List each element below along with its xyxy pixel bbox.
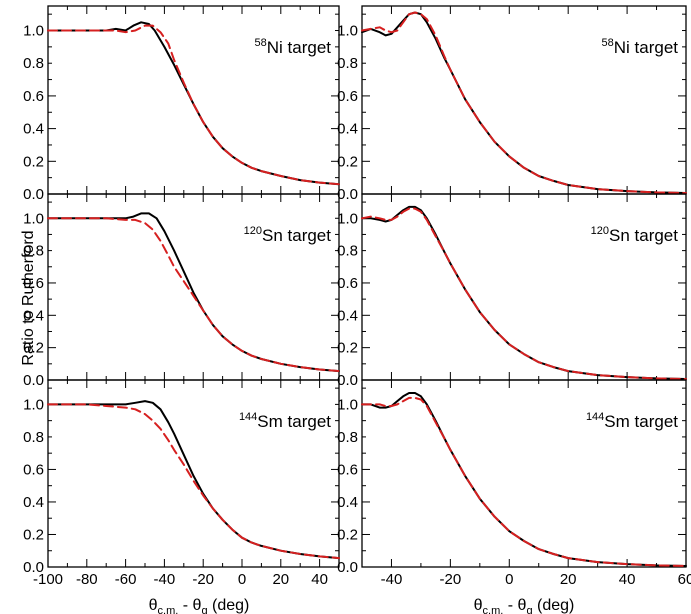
x-tick-label: -60 bbox=[115, 571, 137, 588]
y-tick-label: 0.4 bbox=[23, 494, 44, 511]
y-tick-label: 0.6 bbox=[23, 88, 44, 105]
dashed-curve bbox=[361, 207, 687, 380]
y-tick-label: 0.6 bbox=[23, 461, 44, 478]
y-tick-label: 0.8 bbox=[23, 55, 44, 72]
x-tick-label: -100 bbox=[33, 571, 63, 588]
dashed-curve bbox=[361, 396, 687, 567]
x-tick-label: 60 bbox=[678, 571, 691, 588]
x-tick-label: 40 bbox=[619, 571, 636, 588]
panel-4: 0.0 0.2 0.4 0.6 0.8 1.0 120Sn target bbox=[337, 193, 687, 389]
x-tick-label: 20 bbox=[272, 571, 289, 588]
y-tick-label: 1.0 bbox=[337, 396, 358, 413]
y-tick-label: 1.0 bbox=[337, 210, 358, 227]
panel-5: 0.0 0.2 0.4 0.6 0.8 1.0 -100 -80 -60 -40 -20 0 20 40 1… bbox=[23, 379, 340, 588]
panel-2: 0.0 0.2 0.4 0.6 0.8 1.0 58Ni target bbox=[337, 5, 687, 203]
y-tick-label: 0.4 bbox=[337, 494, 358, 511]
y-tick-label: 0.2 bbox=[337, 153, 358, 170]
panel-label-superscript: 144 bbox=[239, 411, 257, 423]
dashed-curve bbox=[47, 403, 340, 560]
panel-label: 120Sn target bbox=[244, 225, 332, 245]
panel-label-text: Sn target bbox=[262, 226, 331, 245]
y-tick-label: 0.8 bbox=[337, 429, 358, 446]
x-tick-label: 20 bbox=[560, 571, 577, 588]
y-tick-label: 0.2 bbox=[337, 340, 358, 357]
x-tick-label: 40 bbox=[311, 571, 328, 588]
panel-3: 0.0 0.2 0.4 0.6 0.8 1.0 120Sn target bbox=[23, 193, 340, 389]
panel-frame bbox=[47, 379, 340, 568]
y-tick-label: 0.6 bbox=[23, 275, 44, 292]
panel-6: 0.0 0.2 0.4 0.6 0.8 1.0 -40 -20 0 20 40 60 144Sm tar… bbox=[337, 379, 691, 588]
x-axis-label-right: θc.m. - θg (deg) bbox=[474, 597, 575, 614]
dashed-curve bbox=[47, 24, 340, 186]
y-tick-label: 0.0 bbox=[23, 372, 44, 389]
dashed-curve bbox=[47, 217, 340, 373]
y-tick-label: 0.8 bbox=[337, 55, 358, 72]
y-tick-label: 0.2 bbox=[23, 340, 44, 357]
panel-frame bbox=[361, 379, 687, 568]
panel-frame bbox=[47, 5, 340, 195]
y-tick-label: 0.0 bbox=[337, 559, 358, 576]
panel-label-text: Sn target bbox=[609, 226, 678, 245]
panel-label-text: Ni target bbox=[614, 38, 679, 57]
x-tick-label: 0 bbox=[238, 571, 246, 588]
panel-label: 58Ni target bbox=[602, 37, 679, 57]
y-tick-label: 0.0 bbox=[23, 559, 44, 576]
x-tick-label: -20 bbox=[192, 571, 214, 588]
y-tick-label: 1.0 bbox=[337, 23, 358, 40]
y-tick-label: 0.6 bbox=[337, 461, 358, 478]
panel-frame bbox=[361, 5, 687, 195]
y-tick-label: 0.6 bbox=[337, 88, 358, 105]
x-tick-label: -20 bbox=[440, 571, 462, 588]
panel-label-text: Sm target bbox=[604, 412, 678, 431]
panel-label: 58Ni target bbox=[255, 37, 332, 57]
y-tick-label: 0.8 bbox=[23, 429, 44, 446]
panel-frame bbox=[47, 193, 340, 381]
x-axis-label-left: θc.m. - θg (deg) bbox=[149, 597, 250, 614]
panel-label: 144Sm target bbox=[586, 411, 678, 431]
y-tick-label: 0.6 bbox=[337, 275, 358, 292]
y-tick-label: 0.4 bbox=[337, 307, 358, 324]
y-tick-label: 1.0 bbox=[23, 396, 44, 413]
panel-1: 0.0 0.2 0.4 0.6 0.8 1.0 58Ni target bbox=[23, 5, 340, 203]
dashed-curve bbox=[361, 11, 687, 194]
y-tick-label: 0.2 bbox=[23, 153, 44, 170]
y-tick-label: 1.0 bbox=[23, 210, 44, 227]
panel-label-superscript: 120 bbox=[244, 225, 262, 237]
y-tick-label: 0.8 bbox=[23, 243, 44, 260]
y-tick-label: 0.2 bbox=[23, 526, 44, 543]
y-tick-label: 0.4 bbox=[23, 121, 44, 138]
y-tick-label: 0.4 bbox=[23, 307, 44, 324]
y-tick-label: 1.0 bbox=[23, 23, 44, 40]
panel-label-text: Ni target bbox=[267, 38, 332, 57]
panel-frame bbox=[361, 193, 687, 381]
panel-label-superscript: 144 bbox=[586, 411, 604, 423]
panel-label-superscript: 58 bbox=[602, 37, 614, 49]
y-tick-label: 0.0 bbox=[337, 372, 358, 389]
x-tick-label: -80 bbox=[76, 571, 98, 588]
x-tick-label: -40 bbox=[154, 571, 176, 588]
panel-label: 120Sn target bbox=[591, 225, 679, 245]
panel-label-superscript: 120 bbox=[591, 225, 609, 237]
panel-label: 144Sm target bbox=[239, 411, 331, 431]
y-tick-label: 0.0 bbox=[337, 186, 358, 203]
y-tick-label: 0.8 bbox=[337, 243, 358, 260]
y-tick-label: 0.2 bbox=[337, 526, 358, 543]
x-tick-label: 0 bbox=[505, 571, 513, 588]
panel-label-superscript: 58 bbox=[255, 37, 267, 49]
y-tick-label: 0.4 bbox=[337, 121, 358, 138]
y-tick-label: 0.0 bbox=[23, 186, 44, 203]
y-axis-label: Ratio to Rutherford bbox=[20, 230, 37, 365]
x-tick-label: -40 bbox=[381, 571, 403, 588]
panel-label-text: Sm target bbox=[257, 412, 331, 431]
